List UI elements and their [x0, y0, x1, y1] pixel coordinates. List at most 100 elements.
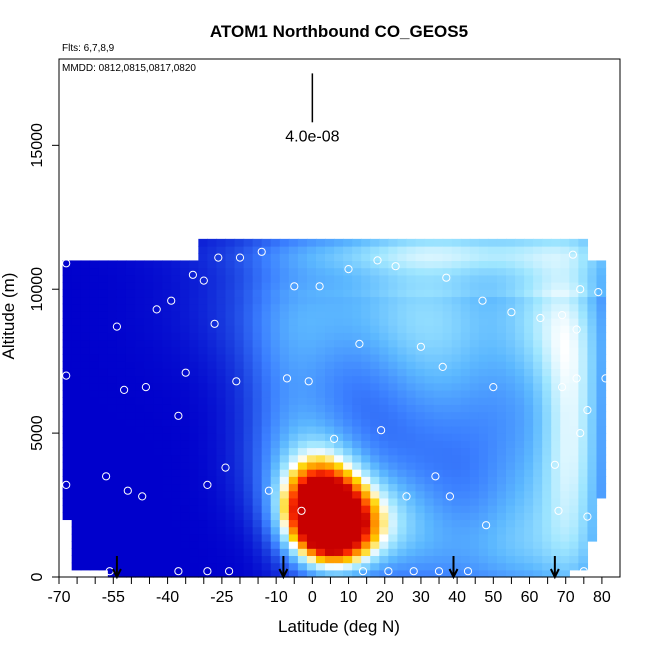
field-cell — [487, 469, 498, 477]
field-cell — [397, 253, 408, 262]
field-cell — [496, 389, 507, 398]
field-cell — [252, 411, 263, 420]
field-cell — [107, 397, 118, 405]
field-cell — [98, 267, 109, 276]
field-cell — [180, 476, 190, 485]
field-cell — [107, 476, 118, 485]
field-cell — [533, 274, 543, 283]
field-cell — [297, 505, 308, 513]
field-cell — [569, 483, 579, 492]
sample-point — [120, 385, 129, 394]
field-cell — [153, 274, 163, 283]
field-cell — [533, 548, 543, 557]
field-cell — [569, 397, 579, 405]
field-cell — [469, 353, 480, 362]
field-cell — [334, 533, 344, 542]
sample-point — [478, 296, 487, 305]
field-cell — [243, 260, 254, 269]
field-cell — [524, 346, 534, 355]
field-cell — [71, 440, 82, 449]
field-cell — [252, 548, 263, 557]
field-cell — [207, 346, 218, 355]
field-cell — [216, 246, 227, 254]
field-cell — [216, 454, 227, 463]
field-cell — [315, 548, 326, 557]
field-cell — [361, 368, 371, 377]
field-cell — [234, 548, 245, 557]
field-cell — [98, 411, 109, 420]
latitude-arrow — [278, 556, 289, 580]
field-cell — [288, 569, 299, 578]
field-cell — [306, 310, 317, 319]
field-cell — [587, 425, 598, 434]
field-cell — [524, 454, 534, 463]
field-cell — [180, 505, 190, 513]
field-cell — [569, 361, 579, 369]
field-cell — [252, 425, 263, 434]
field-cell — [180, 267, 190, 276]
field-cell — [207, 389, 218, 398]
field-cell — [424, 555, 435, 564]
field-cell — [216, 382, 227, 391]
field-cell — [406, 382, 417, 391]
field-cell — [551, 497, 561, 506]
field-cell — [352, 541, 362, 549]
field-cell — [252, 404, 263, 413]
field-cell — [487, 310, 498, 319]
field-cell — [325, 533, 335, 542]
field-cell — [243, 505, 254, 513]
field-cell — [80, 425, 91, 434]
field-cell — [189, 404, 199, 413]
field-cell — [162, 454, 172, 463]
field-cell — [297, 389, 308, 398]
field-cell — [71, 289, 82, 298]
field-cell — [325, 318, 335, 326]
field-cell — [234, 325, 245, 333]
field-cell — [189, 447, 199, 456]
field-cell — [279, 541, 290, 549]
field-cell — [225, 368, 236, 377]
field-cell — [315, 361, 326, 369]
field-cell — [505, 339, 516, 348]
field-cell — [478, 519, 489, 528]
field-cell — [451, 548, 462, 557]
field-cell — [252, 505, 263, 513]
field-cell — [125, 267, 136, 276]
field-cell — [587, 310, 598, 319]
arrow-head — [278, 568, 289, 580]
field-cell — [469, 497, 480, 506]
field-cell — [243, 282, 254, 290]
field-cell — [279, 418, 290, 427]
field-cell — [352, 253, 362, 262]
field-cell — [388, 253, 399, 262]
field-cell — [415, 569, 426, 578]
field-cell — [469, 469, 480, 477]
field-cell — [98, 447, 109, 456]
field-cell — [533, 411, 543, 420]
field-cell — [216, 332, 227, 341]
field-cell — [542, 318, 552, 326]
field-cell — [433, 469, 444, 477]
field-cell — [288, 490, 299, 499]
sample-point — [62, 480, 71, 489]
field-cell — [125, 411, 136, 420]
field-cell — [162, 555, 172, 564]
field-cell — [234, 505, 245, 513]
field-cell — [388, 346, 399, 355]
field-cell — [397, 447, 408, 456]
field-cell — [89, 289, 100, 298]
field-cell — [424, 433, 435, 441]
field-cell — [144, 346, 154, 355]
field-cell — [379, 447, 389, 456]
field-cell — [62, 289, 73, 298]
field-cell — [135, 519, 145, 528]
field-cell — [234, 490, 245, 499]
field-cell — [162, 282, 172, 290]
field-cell — [478, 569, 489, 578]
field-cell — [153, 411, 163, 420]
field-cell — [524, 238, 534, 247]
field-cell — [424, 274, 435, 283]
field-cell — [180, 375, 190, 384]
field-cell — [125, 368, 136, 377]
field-cell — [515, 447, 525, 456]
